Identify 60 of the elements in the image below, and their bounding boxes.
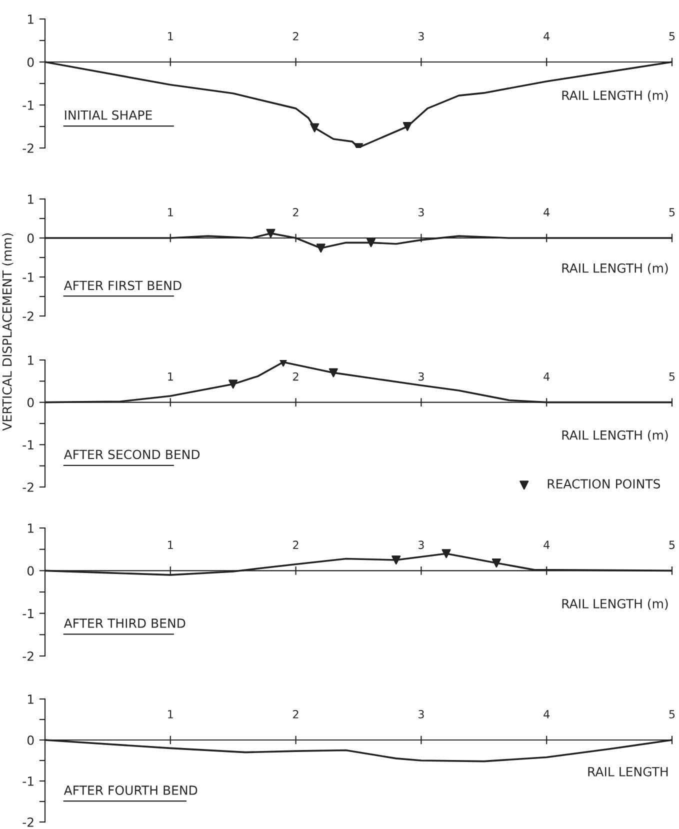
x-tick-label: 5 <box>669 372 675 381</box>
x-axis-title: RAIL LENGTH (m) <box>562 263 668 274</box>
x-tick-label: 1 <box>168 208 173 216</box>
point <box>316 244 326 253</box>
point <box>366 238 376 248</box>
legend-label: REACTION POINTS <box>548 479 660 489</box>
y-tick-label: 1 <box>28 194 34 204</box>
y-tick-label: 1 <box>28 524 34 533</box>
x-axis-title: RAIL LENGTH (m) <box>562 598 668 610</box>
x-tick-label: 2 <box>293 540 298 549</box>
y-tick-label: 0 <box>27 398 34 408</box>
y-tick-label: 0 <box>27 735 34 745</box>
x-tick-label: 2 <box>293 372 298 381</box>
y-tick-label: -1 <box>22 100 34 110</box>
text: AFTER FOURTH BEND <box>64 786 198 795</box>
x-tick-label: 5 <box>669 710 675 718</box>
y-tick-label: -2 <box>22 651 34 661</box>
x-tick-label: 3 <box>418 372 424 381</box>
x-tick-label: 1 <box>168 540 173 549</box>
y-tick-label: 1 <box>28 356 34 365</box>
x-tick-label: 2 <box>293 32 298 40</box>
x-tick-label: 4 <box>544 208 550 216</box>
x-tick-label: 3 <box>418 710 424 718</box>
y-tick-label: -2 <box>22 817 34 827</box>
point <box>266 228 276 238</box>
x-tick-label: 4 <box>544 372 550 381</box>
x-tick-label: 1 <box>168 710 173 718</box>
y-tick-label: -2 <box>22 311 34 321</box>
x-tick-label: 2 <box>293 710 298 718</box>
text: AFTER SECOND BEND <box>64 450 200 460</box>
text: AFTER THIRD BEND <box>64 618 186 628</box>
x-tick-label: 3 <box>418 208 424 216</box>
y-axis-title: VERTICAL DISPLACEMENT (mm) <box>2 233 14 431</box>
y-tick-label: -1 <box>22 608 34 618</box>
y-tick-label: 1 <box>28 694 34 704</box>
x-tick-label: 4 <box>544 540 550 549</box>
x-tick-label: 5 <box>669 208 675 216</box>
x-axis-title: RAIL LENGTH (m) <box>562 430 668 442</box>
x-tick-label: 4 <box>544 710 550 718</box>
text: AFTER FIRST BEND <box>64 280 182 290</box>
y-tick-label: -2 <box>22 482 34 492</box>
y-tick-label: 0 <box>27 57 34 67</box>
y-tick-label: 0 <box>27 233 34 243</box>
x-tick-label: 2 <box>293 208 298 216</box>
x-tick-label: 1 <box>168 372 173 381</box>
x-tick-label: 4 <box>544 32 550 40</box>
x-tick-label: 3 <box>418 540 424 550</box>
x-tick-label: 5 <box>669 32 675 40</box>
x-axis-title: RAIL LENGTH (m) <box>562 90 668 102</box>
x-tick-label: 5 <box>669 540 675 550</box>
y-tick-label: -1 <box>22 440 34 450</box>
x-axis-title: RAIL LENGTH <box>588 766 668 776</box>
y-tick-label: 1 <box>28 14 34 24</box>
x-tick-label: 3 <box>418 32 424 40</box>
y-tick-label: -1 <box>22 776 34 786</box>
y-tick-label: -1 <box>22 272 34 282</box>
y-tick-label: -2 <box>22 143 34 153</box>
y-tick-label: 0 <box>27 566 34 576</box>
x-tick-label: 1 <box>168 32 173 40</box>
text: INITIAL SHAPE <box>65 110 152 120</box>
